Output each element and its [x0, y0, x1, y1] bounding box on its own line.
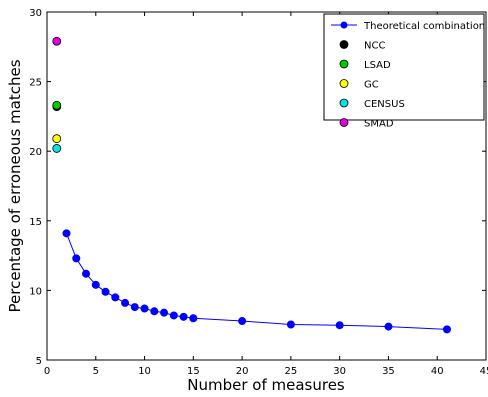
y-tick-label: 30: [29, 8, 42, 19]
x-tick-label: 0: [44, 366, 50, 377]
data-point: [238, 317, 247, 326]
data-point: [384, 322, 393, 331]
x-tick-label: 45: [480, 366, 488, 377]
data-point: [286, 320, 295, 329]
x-tick-label: 20: [236, 366, 249, 377]
data-point: [169, 311, 178, 320]
legend-label: SMAD: [364, 119, 394, 130]
legend-label: LSAD: [364, 60, 391, 71]
data-point: [150, 307, 159, 316]
data-point: [91, 280, 100, 289]
x-tick-label: 35: [382, 366, 395, 377]
data-point: [140, 304, 149, 313]
legend-label: Theoretical combination: [363, 21, 485, 32]
data-point: [130, 303, 139, 312]
data-point-gc: [52, 134, 62, 144]
x-tick-label: 5: [93, 366, 99, 377]
x-axis-label: Number of measures: [187, 376, 345, 394]
legend-marker-swatch: [339, 59, 349, 69]
x-tick-label: 25: [285, 366, 298, 377]
x-tick-label: 15: [187, 366, 200, 377]
data-point: [82, 269, 91, 278]
data-point-lsad: [52, 100, 62, 110]
legend: Theoretical combination NCC LSAD GC CENSUS SM…: [323, 13, 485, 130]
legend-label: CENSUS: [364, 99, 405, 110]
legend-label: NCC: [364, 41, 385, 52]
data-point-smad: [52, 36, 62, 46]
data-marks: [52, 36, 451, 334]
y-tick-label: 10: [29, 286, 42, 297]
y-tick-label: 20: [29, 147, 42, 158]
x-tick-label: 40: [431, 366, 444, 377]
y-tick-label: 15: [29, 217, 42, 228]
x-tick-label: 10: [138, 366, 151, 377]
data-point: [111, 293, 120, 302]
data-point: [160, 308, 169, 317]
y-tick-label: 25: [29, 78, 42, 89]
legend-marker-swatch: [340, 21, 348, 29]
data-point: [442, 325, 451, 334]
x-tick-label: 30: [333, 366, 346, 377]
y-tick-label: 5: [36, 356, 42, 367]
data-point: [101, 287, 110, 296]
y-axis-label: Percentage of erroneous matches: [6, 59, 24, 312]
legend-marker-swatch: [339, 118, 349, 127]
data-point: [179, 312, 188, 321]
data-point: [189, 314, 198, 323]
legend-box: [323, 13, 485, 121]
data-point: [62, 229, 71, 238]
legend-label: GC: [364, 80, 379, 91]
legend-marker-swatch: [339, 98, 349, 108]
legend-marker-swatch: [339, 79, 349, 88]
data-point: [335, 321, 344, 330]
data-point: [72, 254, 81, 263]
x-axis-ticks: 0 5 10 15 20 25 30 35 40 45: [44, 12, 488, 377]
data-point: [121, 298, 130, 307]
data-point-census: [52, 144, 62, 153]
legend-marker-swatch: [339, 40, 349, 49]
